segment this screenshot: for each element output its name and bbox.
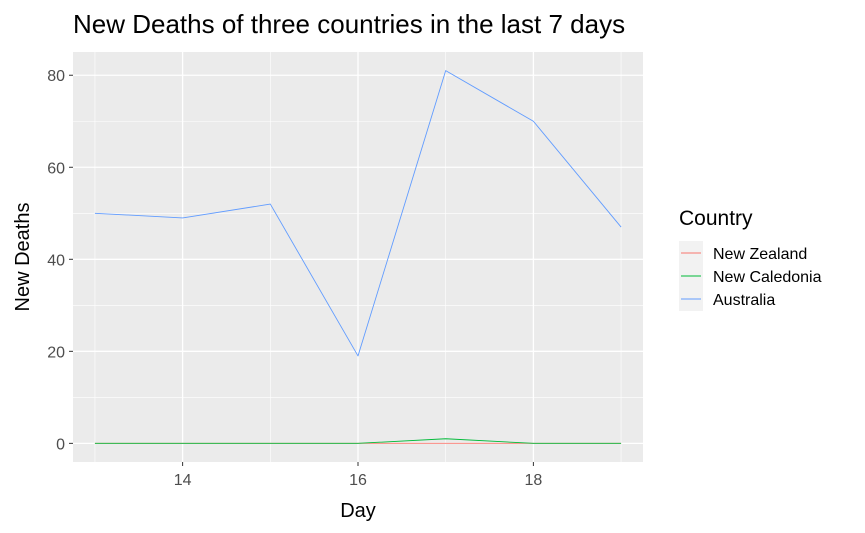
x-axis: 14 16 18 xyxy=(174,462,542,489)
chart-title: New Deaths of three countries in the las… xyxy=(73,9,625,39)
x-tick-label: 14 xyxy=(174,472,192,489)
legend-title: Country xyxy=(679,207,753,230)
series-line-new-caledonia xyxy=(94,438,622,444)
legend: Country New Zealand New Caledonia Australi… xyxy=(679,207,822,311)
y-tick-label: 0 xyxy=(56,436,65,453)
legend-label: New Zealand xyxy=(713,246,807,263)
y-tick-label: 40 xyxy=(47,252,65,269)
y-axis: 0 20 40 60 80 xyxy=(47,68,73,453)
series-lines xyxy=(94,70,622,444)
y-axis-title: New Deaths xyxy=(12,203,34,312)
y-tick-label: 20 xyxy=(47,344,65,361)
x-tick-label: 16 xyxy=(349,472,367,489)
legend-label: Australia xyxy=(713,292,775,309)
legend-items: New Zealand New Caledonia Australia xyxy=(679,241,822,311)
y-tick-label: 60 xyxy=(47,160,65,177)
y-tick-label: 80 xyxy=(47,68,65,85)
series-line-australia xyxy=(94,70,622,357)
x-axis-title: Day xyxy=(340,500,376,522)
x-tick-label: 18 xyxy=(524,472,542,489)
legend-label: New Caledonia xyxy=(713,269,822,286)
